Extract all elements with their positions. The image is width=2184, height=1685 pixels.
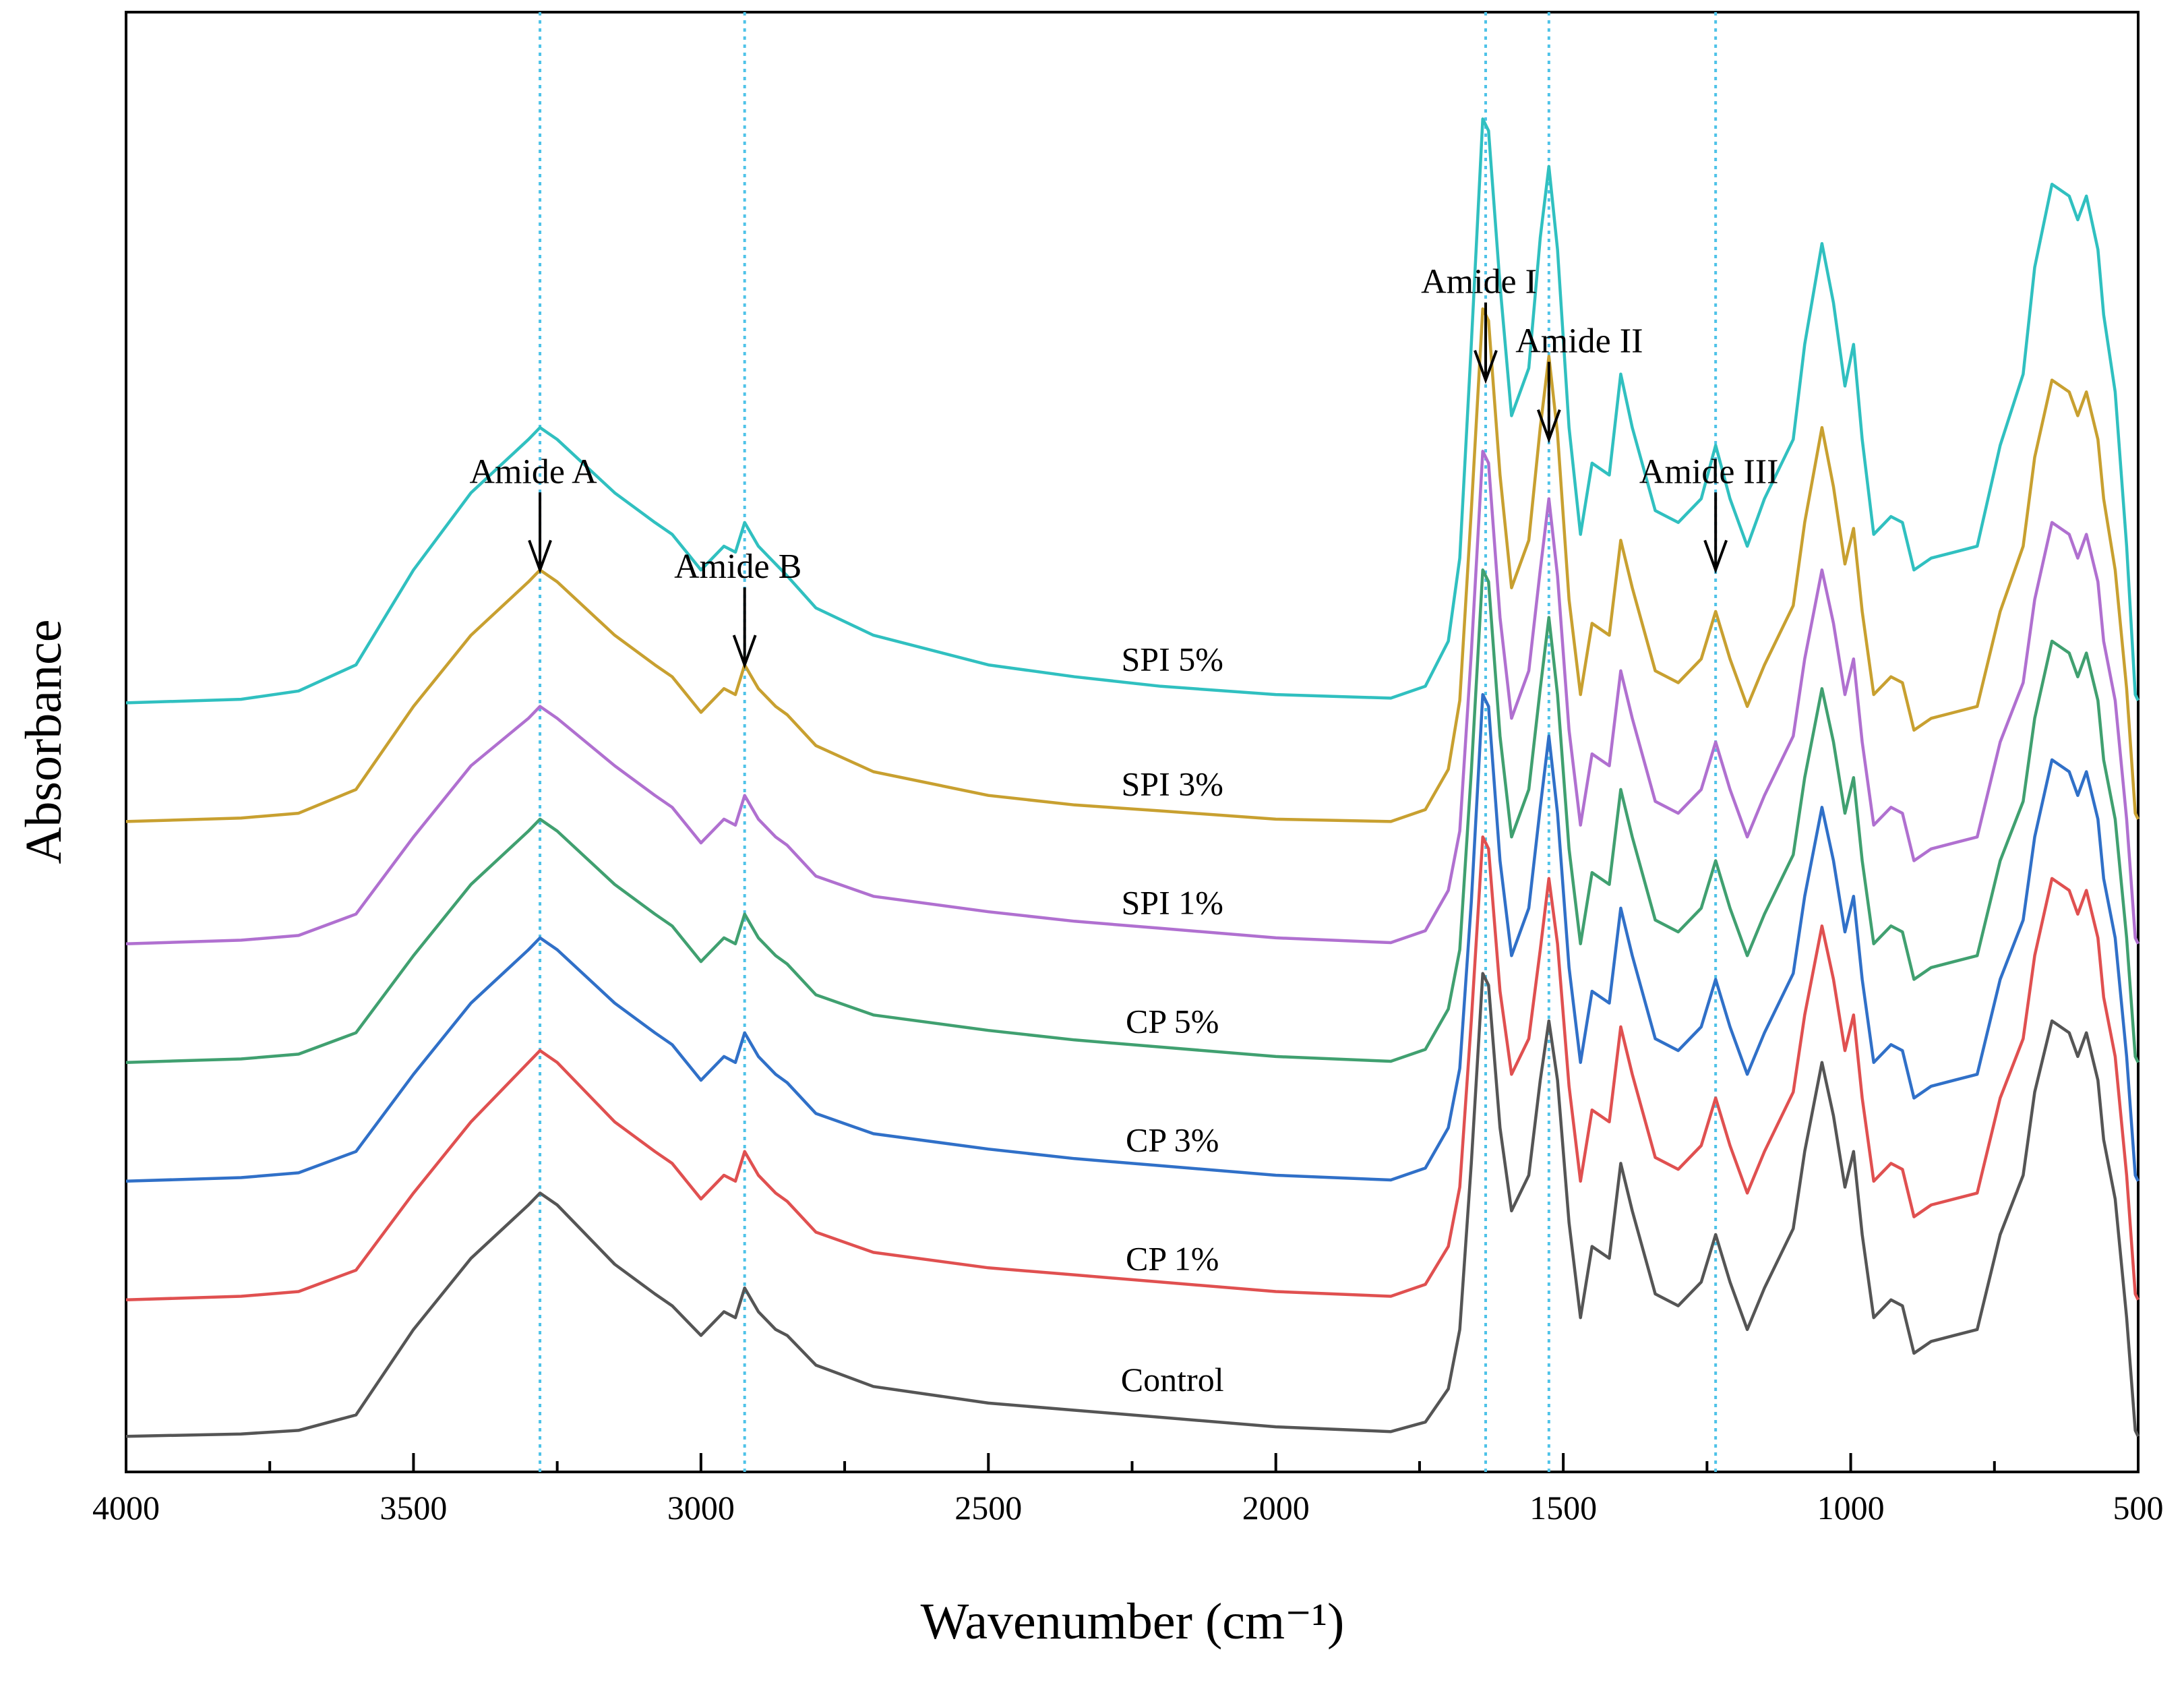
annotation-label: Amide I [1421,263,1537,301]
peak-annotations: Amide A Amide B Amide I Amide II Amide III [469,263,1778,669]
x-axis-title: Wavenumber (cm⁻¹) [921,1593,1345,1650]
series-line [125,568,2140,1064]
annotation-arrow-head [1536,409,1561,444]
annotation-label: Amide A [469,452,597,491]
y-axis-title: Absorbance [16,620,72,864]
annotation-arrow-head [732,634,757,669]
series-line [125,307,2140,823]
x-tick-label: 3000 [667,1489,735,1527]
series-line [125,972,2140,1438]
annotation-arrow-head [528,539,552,574]
series-lines [125,117,2140,1438]
series-line [125,835,2140,1302]
annotation-label: Amide B [674,548,801,586]
annotation-arrow-head [1703,539,1728,574]
x-axis-ticks: 4000 3500 3000 2500 2000 1500 1000 500 [92,1453,2164,1527]
x-tick-label: 500 [2113,1489,2164,1527]
reference-lines [539,12,1718,1472]
series-line [125,117,2140,705]
series-labels: Control CP 1% CP 3% CP 5% SPI 1% SPI 3% SPI 5% [1121,640,1224,1398]
series-line [125,450,2140,945]
series-label: CP 3% [1126,1121,1219,1158]
x-tick-label: 2500 [954,1489,1022,1527]
series-label: CP 5% [1126,1002,1219,1040]
x-tick-label: 1500 [1529,1489,1597,1527]
series-label: SPI 5% [1121,640,1223,678]
series-label: SPI 1% [1121,883,1223,921]
x-tick-label: 3500 [380,1489,447,1527]
x-tick-label: 1000 [1817,1489,1885,1527]
series-label: Control [1121,1361,1224,1398]
x-tick-label: 2000 [1242,1489,1310,1527]
annotation-arrow-head [1474,349,1498,384]
annotation-label: Amide II [1515,322,1643,361]
x-tick-label: 4000 [92,1489,160,1527]
annotation-label: Amide III [1639,452,1778,491]
series-label: CP 1% [1126,1239,1219,1277]
series-label: SPI 3% [1121,765,1223,802]
series-line [125,692,2140,1183]
